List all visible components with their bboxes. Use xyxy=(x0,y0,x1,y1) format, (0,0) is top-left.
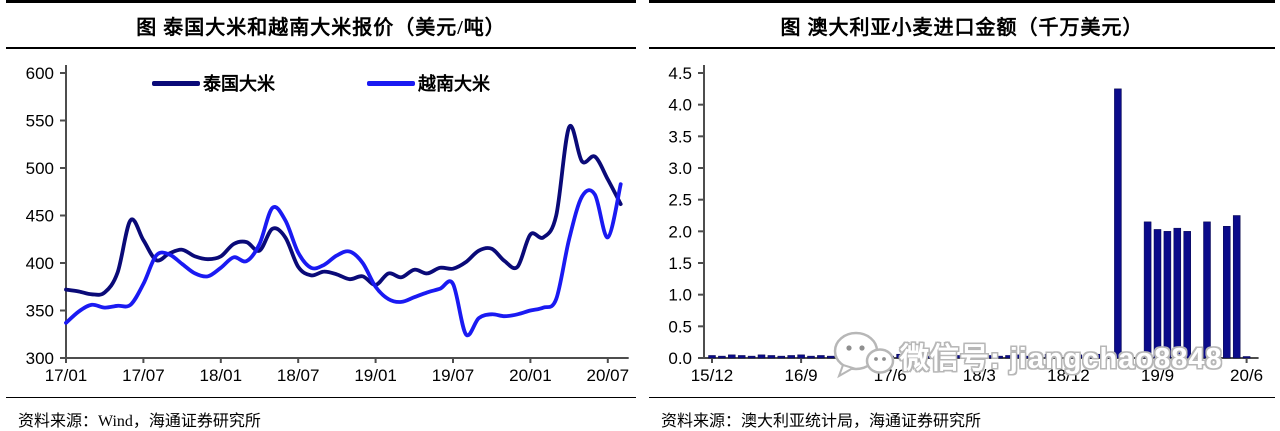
svg-text:0.5: 0.5 xyxy=(668,317,692,336)
svg-text:1.0: 1.0 xyxy=(668,286,692,305)
legend-item-vietnam-rice: 越南大米 xyxy=(367,70,490,96)
left-chart-legend: 泰国大米 越南大米 xyxy=(6,70,636,96)
left-chart-title: 图 泰国大米和越南大米报价（美元/吨） xyxy=(6,0,636,49)
svg-text:4.5: 4.5 xyxy=(668,64,692,83)
rice-price-line-chart: 300 350 400 450 500 550 600 17/01 17/07 18/01 18/0… xyxy=(26,64,630,385)
svg-text:18/3: 18/3 xyxy=(963,366,996,385)
svg-text:3.0: 3.0 xyxy=(668,159,692,178)
svg-text:18/07: 18/07 xyxy=(277,366,320,385)
svg-text:1.5: 1.5 xyxy=(668,254,692,273)
rice-price-panel: 图 泰国大米和越南大米报价（美元/吨） 300 350 400 450 500 550 60… xyxy=(6,0,636,430)
svg-text:2.0: 2.0 xyxy=(668,222,692,241)
svg-text:20/6: 20/6 xyxy=(1230,366,1263,385)
vietnam-rice-legend-label: 越南大米 xyxy=(418,74,490,94)
svg-text:16/9: 16/9 xyxy=(785,366,818,385)
right-chart-title: 图 澳大利亚小麦进口金额（千万美元） xyxy=(649,0,1275,49)
svg-text:18/12: 18/12 xyxy=(1047,366,1090,385)
svg-text:500: 500 xyxy=(26,159,54,178)
svg-text:19/01: 19/01 xyxy=(354,366,397,385)
rice-price-chart-area: 300 350 400 450 500 550 600 17/01 17/07 18/01 18/0… xyxy=(6,49,636,397)
svg-text:19/9: 19/9 xyxy=(1141,366,1174,385)
svg-text:350: 350 xyxy=(26,302,54,321)
right-source-note: 资料来源：澳大利亚统计局，海通证券研究所 xyxy=(649,397,1275,431)
svg-text:4.0: 4.0 xyxy=(668,96,692,115)
svg-text:3.5: 3.5 xyxy=(668,127,692,146)
svg-text:19/07: 19/07 xyxy=(432,366,475,385)
svg-text:600: 600 xyxy=(26,64,54,83)
svg-text:17/6: 17/6 xyxy=(874,366,907,385)
left-source-note: 资料来源：Wind，海通证券研究所 xyxy=(6,397,636,431)
vietnam-rice-legend-swatch xyxy=(367,80,415,86)
svg-text:0.0: 0.0 xyxy=(668,349,692,368)
svg-text:300: 300 xyxy=(26,349,54,368)
svg-text:17/07: 17/07 xyxy=(122,366,165,385)
svg-text:2.5: 2.5 xyxy=(668,191,692,210)
svg-text:15/12: 15/12 xyxy=(691,366,734,385)
wheat-import-chart-area: 0.0 0.5 1.0 1.5 2.0 2.5 3.0 3.5 4.0 4.5 15/12 16/9 1… xyxy=(649,49,1275,397)
legend-item-thailand-rice: 泰国大米 xyxy=(152,70,275,96)
svg-text:18/01: 18/01 xyxy=(200,366,243,385)
svg-text:550: 550 xyxy=(26,112,54,131)
svg-text:17/01: 17/01 xyxy=(45,366,88,385)
wheat-import-panel: 图 澳大利亚小麦进口金额（千万美元） 0.0 0.5 1.0 1.5 2.0 2.5 3.0… xyxy=(649,0,1275,430)
svg-text:20/01: 20/01 xyxy=(509,366,552,385)
wheat-import-bar-chart: 0.0 0.5 1.0 1.5 2.0 2.5 3.0 3.5 4.0 4.5 15/12 16/9 1… xyxy=(668,64,1263,385)
thailand-rice-legend-label: 泰国大米 xyxy=(203,74,275,94)
thailand-rice-legend-swatch xyxy=(152,80,200,86)
svg-text:20/07: 20/07 xyxy=(587,366,630,385)
svg-text:400: 400 xyxy=(26,254,54,273)
svg-text:450: 450 xyxy=(26,207,54,226)
